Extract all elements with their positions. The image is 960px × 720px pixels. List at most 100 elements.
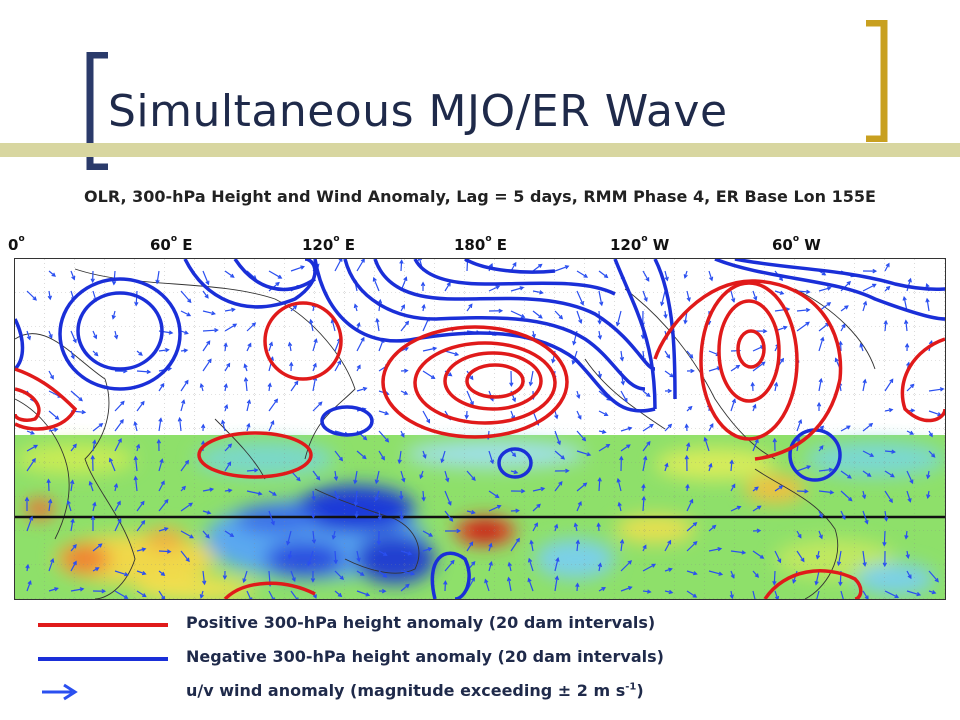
wind-vector-head [583,273,589,278]
slide-title: Simultaneous MJO/ER Wave [108,86,728,137]
wind-vector [660,290,666,306]
wind-vector-head [534,522,538,527]
wind-vector-head [527,557,533,563]
wind-vector-head [669,373,675,378]
wind-vector-head [123,594,129,599]
wind-vector-head [113,482,119,488]
wind-vector-head [527,577,532,583]
wind-vector [862,301,867,312]
wind-vector [48,290,51,300]
wind-vector-head [597,320,602,325]
wind-vector-head [643,455,648,461]
wind-vector-head [754,573,760,578]
wind-vector [422,370,435,379]
wind-vector-head [668,567,673,572]
wind-vector-head [287,554,293,560]
wind-vector [752,505,761,512]
wind-vector-head [296,476,301,482]
wind-vector-head [773,381,779,387]
wind-vector [664,350,670,359]
wind-vector [92,330,97,339]
wind-vector [554,310,563,319]
wind-vector-head [181,485,186,491]
wind-vector [422,490,425,501]
wind-vector-head [166,549,172,554]
wind-vector-head [133,420,138,426]
wind-vector [840,590,844,599]
lon-label-120e: 120o E [302,234,355,254]
wind-vector-head [753,296,758,301]
wind-vector [818,337,824,352]
wind-vector [708,525,716,532]
wind-vector [378,570,387,578]
wind-vector-head [270,420,275,425]
wind-vector [268,342,273,352]
wind-vector-head [184,379,189,385]
wind-vector-head [405,583,410,588]
wind-vector [48,499,52,512]
wind-vector-head [211,311,216,316]
wind-vector-head [564,265,570,270]
wind-vector-head [362,435,368,441]
wind-vector-head [756,528,762,533]
wind-vector-head [209,487,215,492]
wind-vector [202,270,210,285]
wind-vector-head [27,580,32,585]
wind-vector-head [79,587,85,592]
wind-vector [686,570,697,575]
wind-vector [136,370,151,373]
wind-vector-head [578,319,583,324]
wind-vector [752,439,759,452]
wind-vector-head [333,476,339,482]
wind-vector-head [292,305,298,310]
wind-vector-head [762,328,768,334]
wind-vector [332,530,336,539]
wind-vector [136,570,146,575]
wind-vector-head [246,399,252,404]
wind-vector-head [446,281,451,287]
wind-vector-head [646,392,651,397]
wind-vector [268,420,274,432]
wind-vector-head [206,340,211,345]
wind-vector-head [818,534,823,540]
wind-vector-head [407,551,413,556]
wind-vector [26,581,32,592]
wind-vector [158,349,169,352]
wind-vector [202,340,211,352]
wind-vector [774,590,779,599]
wind-vector-head [133,455,138,461]
wind-vector-head [397,459,402,465]
wind-vector [837,550,842,566]
wind-vector-head [432,346,438,351]
wind-vector-head [615,321,621,327]
wind-vector [224,443,232,452]
wind-vector-head [70,518,75,523]
wind-vector-head [471,510,476,515]
wind-vector [312,470,320,480]
wind-vector [576,540,579,552]
wind-vector-head [25,563,30,569]
wind-vector-head [577,500,582,506]
wind-vector-head [184,459,190,465]
wind-vector-head [214,328,219,333]
positive-height-contours [15,279,945,599]
wind-vector-head [556,440,561,446]
wind-vector-head [729,594,734,599]
wind-vector-head [469,401,474,406]
wind-vector [224,363,231,372]
wind-vector [642,456,647,472]
wind-vector [488,543,492,552]
wind-vector-head [337,360,342,365]
wind-vector-head [160,571,166,577]
wind-vector [466,304,473,312]
wind-vector-head [98,543,103,548]
wind-vector-head [156,438,162,444]
wind-vector-head [338,259,343,262]
wind-vector [510,286,524,292]
wind-vector-head [894,594,900,599]
wind-vector-head [484,578,489,584]
wind-vector [642,497,645,512]
lon-label-60w: 60o W [772,234,821,254]
wind-vector-head [627,560,633,565]
wind-vector [686,590,697,598]
